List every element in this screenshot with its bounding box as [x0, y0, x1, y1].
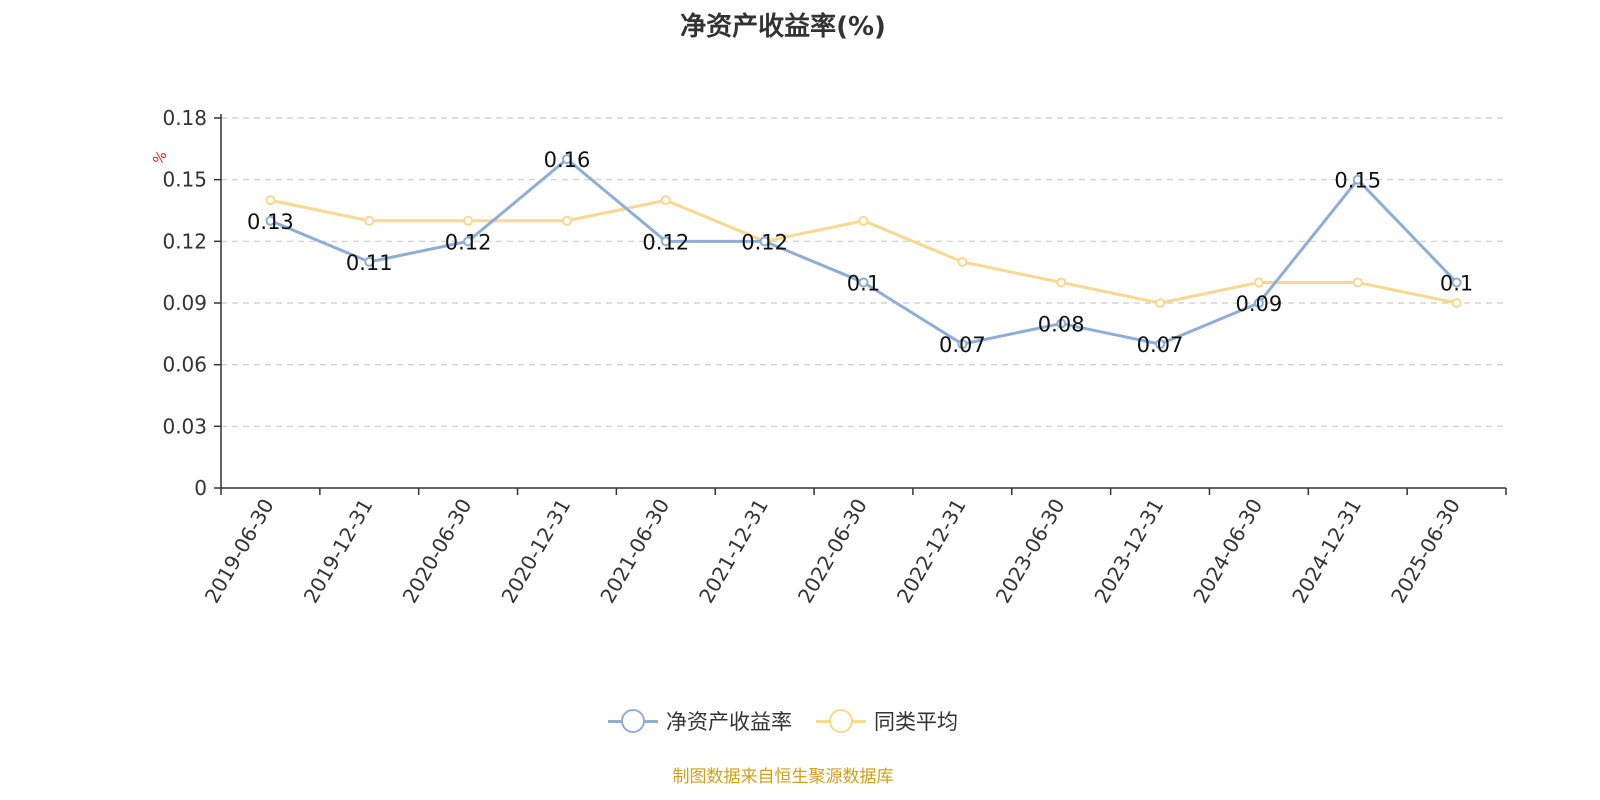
- data-point-roe: [364, 256, 375, 267]
- y-tick-label: 0.06: [162, 353, 207, 377]
- x-tick-label: 2022-12-31: [892, 495, 971, 608]
- y-tick-label: 0.15: [162, 168, 207, 192]
- x-tick-label: 2022-06-30: [793, 495, 872, 608]
- data-point-peer-average: [858, 215, 869, 226]
- chart-title: 净资产收益率(%): [680, 12, 886, 42]
- data-point-peer-average: [265, 195, 276, 206]
- data-point-peer-average: [660, 195, 671, 206]
- data-point-peer-average: [463, 215, 474, 226]
- data-label-roe: 0.08: [1038, 313, 1085, 337]
- data-label-roe: 0.11: [346, 251, 393, 275]
- data-point-roe: [660, 236, 671, 247]
- data-label-roe: 0.15: [1334, 169, 1381, 193]
- x-tick-label: 2021-12-31: [694, 495, 773, 608]
- data-point-peer-average: [1155, 298, 1166, 308]
- data-point-roe: [1451, 277, 1462, 288]
- data-label-roe: 0.07: [1137, 333, 1184, 357]
- x-tick-label: 2024-06-30: [1188, 495, 1267, 608]
- data-point-roe: [463, 236, 474, 247]
- data-label-roe: 0.12: [445, 230, 492, 254]
- x-tick-label: 2021-06-30: [595, 495, 674, 608]
- line-chart: 0 0.03 0.06 0.09 0.12 0.15 0.18% 2019-06-30 2019…: [150, 106, 1507, 608]
- y-tick-label: 0: [194, 476, 207, 500]
- y-tick-label: 0.18: [162, 106, 207, 130]
- x-tick-label: 2023-12-31: [1089, 495, 1168, 608]
- data-point-roe: [1253, 298, 1264, 308]
- chart-legend: 净资产收益率 同类平均: [0, 706, 1566, 736]
- data-point-peer-average: [1056, 277, 1067, 288]
- data-point-roe: [1155, 339, 1166, 350]
- data-label-roe: 0.1: [847, 271, 880, 295]
- data-point-peer-average: [1253, 277, 1264, 288]
- x-tick-label: 2023-06-30: [991, 495, 1070, 608]
- data-point-peer-average: [957, 256, 968, 267]
- x-tick-label: 2020-12-31: [496, 495, 575, 608]
- x-tick-label: 2019-12-31: [299, 495, 378, 608]
- data-label-roe: 0.12: [741, 230, 788, 254]
- x-tick-label: 2020-06-30: [398, 495, 477, 608]
- y-tick-label: 0.03: [162, 414, 207, 438]
- data-point-roe: [1056, 318, 1067, 329]
- legend-item-peer-average[interactable]: 同类平均: [816, 706, 958, 736]
- legend-label-roe: 净资产收益率: [666, 710, 792, 734]
- x-tick-label: 2019-06-30: [200, 495, 279, 608]
- data-point-roe: [957, 339, 968, 350]
- data-point-peer-average: [364, 215, 375, 226]
- data-label-roe: 0.1: [1440, 271, 1473, 295]
- data-source-note: 制图数据来自恒生聚源数据库: [672, 767, 894, 787]
- data-label-roe: 0.16: [544, 148, 591, 172]
- legend-marker-roe: [608, 707, 658, 735]
- data-label-roe: 0.13: [247, 210, 294, 234]
- data-point-roe: [265, 215, 276, 226]
- data-point-peer-average: [1352, 277, 1363, 288]
- x-tick-label: 2024-12-31: [1287, 495, 1366, 608]
- legend-marker-peer-average: [816, 707, 866, 735]
- data-label-roe: 0.09: [1236, 292, 1283, 316]
- data-point-peer-average: [561, 215, 572, 226]
- x-tick-label: 2025-06-30: [1386, 495, 1465, 608]
- y-tick-label: 0.12: [162, 229, 207, 253]
- data-point-roe: [858, 277, 869, 288]
- data-label-roe: 0.07: [939, 333, 986, 357]
- y-axis-label: %: [150, 148, 171, 168]
- legend-label-peer-average: 同类平均: [874, 710, 958, 734]
- legend-item-roe[interactable]: 净资产收益率: [608, 706, 792, 736]
- y-tick-label: 0.09: [162, 291, 207, 315]
- data-point-roe: [759, 236, 770, 247]
- data-point-roe: [561, 154, 572, 165]
- data-point-peer-average: [1451, 298, 1462, 308]
- data-label-roe: 0.12: [642, 230, 689, 254]
- data-point-roe: [1352, 174, 1363, 185]
